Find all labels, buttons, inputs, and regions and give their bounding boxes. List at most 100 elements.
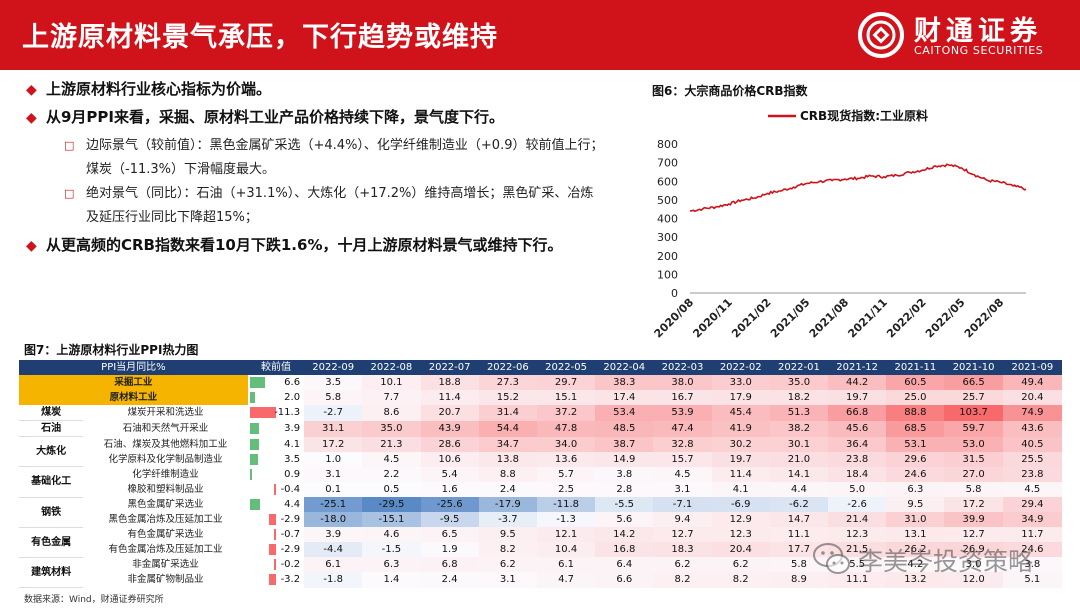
heatmap-cell: 1.4 (362, 572, 421, 588)
heatmap-cell: 45.6 (828, 420, 887, 437)
heatmap-cell: 11.1 (769, 527, 829, 543)
heatmap-cell: 30.1 (769, 436, 829, 452)
heatmap-cell: 6.5 (420, 527, 479, 543)
watermark: 李美岑投资策略 (812, 540, 1070, 580)
heatmap-cell: 10.6 (420, 451, 479, 467)
heatmap-cell: 15.1 (536, 390, 596, 406)
heatmap-cell: 10.1 (362, 375, 421, 391)
heatmap-cell: 4.4 (769, 481, 829, 497)
heatmap-cell: 35.0 (769, 375, 829, 391)
heatmap-cell: 4.5 (362, 451, 421, 467)
ppi-heatmap-table: PPI当月同比% 較前值 2022-09 2022-08 2022-07 2022-0… (19, 360, 1062, 589)
heatmap-cell: 29.6 (886, 451, 945, 467)
bullet-crb: ◆ 从更高频的CRB指数来看10月下跌1.6%，十月上游原材料景气或维持下行。 (24, 234, 634, 256)
heatmap-row: 煤炭 煤炭开采和洗选业 -11.3 -2.7 8.6 20.7 31.4 37.2 53.4 53… (19, 405, 1062, 422)
heatmap-cell: -7.1 (653, 497, 712, 513)
header-month: 2022-04 (595, 360, 654, 375)
heatmap-cell: 21.4 (828, 512, 887, 528)
heatmap-row: 石油 石油和天然气开采业 3.9 31.1 35.0 43.9 54.4 47.8 48.5 47… (19, 420, 1062, 438)
heatmap-cell: 29.4 (1002, 497, 1062, 513)
header-month: 2022-02 (711, 360, 770, 375)
heatmap-cell: 32.8 (653, 436, 712, 452)
heatmap-cell: 2.4 (420, 572, 479, 588)
heatmap-row: 橡胶和塑料制品业 -0.4 0.1 0.5 1.6 2.4 2.5 2.8 3.1 4.1 4.4 5… (19, 481, 1062, 497)
heatmap-cell: -25.1 (304, 497, 363, 513)
heatmap-cell: 6.2 (653, 557, 712, 573)
sub-bullet-marginal: □ 边际景气（较前值）：黑色金属矿采选（+4.4%）、化学纤维制造业（+0.9）… (24, 134, 634, 182)
latest-change-bar (249, 468, 252, 480)
y-tick-label: 600 (657, 175, 678, 188)
heatmap-cell: 5.7 (536, 466, 596, 482)
heatmap-row: 黑色金属冶炼及压延加工业 -2.9 -18.0 -15.1 -9.5 -3.7 -1.3 5.… (19, 512, 1062, 528)
heatmap-cell: 31.1 (304, 420, 363, 437)
heatmap-cell: 43.9 (420, 420, 479, 437)
heatmap-cell: 4.7 (536, 572, 596, 588)
page-title: 上游原材料景气承压，下行趋势或维持 (22, 22, 498, 53)
latest-change-value: 3.9 (284, 423, 301, 435)
latest-change-bar (249, 392, 255, 404)
header-month: 2022-06 (478, 360, 537, 375)
heatmap-latest-change: 3.5 (247, 451, 305, 467)
heatmap-cell: 54.4 (478, 420, 537, 437)
heatmap-cell: 12.7 (944, 527, 1003, 543)
heatmap-latest-change: -2.9 (247, 542, 305, 558)
latest-change-value: -3.2 (280, 574, 301, 586)
heatmap-row: 钢铁 黑色金属矿采选业 4.4 -25.1 -29.5 -25.6 -17.9 -11.8 -5… (19, 497, 1062, 528)
heatmap-cell: 74.9 (1002, 405, 1062, 421)
heatmap-cell: 4.5 (1002, 481, 1062, 497)
heatmap-cell: -15.1 (362, 512, 421, 528)
heatmap-industry: 石油、煤炭及其他燃料加工业 (83, 436, 248, 452)
heatmap-cell: 21.0 (769, 451, 829, 467)
heatmap-cell: 6.1 (304, 557, 363, 573)
heatmap-latest-change: -2.9 (247, 512, 305, 528)
heatmap-cell: 20.4 (711, 542, 770, 558)
heatmap-cell: 88.8 (886, 405, 945, 421)
heatmap-row: 有色金属 有色金属矿采选业 -0.7 3.9 4.6 6.5 9.5 12.1 14.2 12.7… (19, 527, 1062, 558)
y-tick-label: 300 (657, 231, 678, 244)
heatmap-cell: -25.6 (420, 497, 479, 513)
latest-change-bar (273, 559, 276, 571)
latest-change-value: 0.9 (284, 468, 301, 480)
heatmap-cell: -6.9 (711, 497, 770, 513)
square-bullet-icon: □ (64, 139, 75, 152)
header-latest-change: 較前值 (247, 360, 305, 375)
heatmap-cell: -2.7 (304, 405, 363, 421)
heatmap-cell: 11.4 (420, 390, 479, 406)
heatmap-cell: -1.8 (304, 572, 363, 588)
heatmap-latest-change: -0.7 (247, 527, 305, 543)
heatmap-cell: 53.1 (886, 436, 945, 452)
heatmap-cell: 34.7 (478, 436, 537, 452)
heatmap-cell: -9.5 (420, 512, 479, 528)
latest-change-value: -0.4 (280, 483, 301, 495)
heatmap-latest-change: 4.1 (247, 436, 305, 452)
x-tick-label: 2022/08 (962, 296, 1007, 340)
watermark-text: 李美岑投资策略 (858, 547, 1034, 576)
heatmap-cell: 2.5 (536, 481, 596, 497)
heatmap-cell: 23.8 (828, 451, 887, 467)
heatmap-cell: 5.6 (595, 512, 654, 528)
heatmap-cell: 29.7 (536, 375, 596, 391)
heatmap-cell: 6.2 (478, 557, 537, 573)
heatmap-cell: 14.7 (769, 512, 829, 528)
heatmap-cell: 5.0 (828, 481, 887, 497)
heatmap-cell: 24.6 (1002, 542, 1062, 558)
latest-change-bar (249, 422, 259, 434)
heatmap-cell: 3.5 (304, 375, 363, 391)
latest-change-bar (249, 438, 259, 450)
heatmap-cell: 40.5 (1002, 436, 1062, 452)
heatmap-industry: 非金属矿采选业 (83, 557, 248, 573)
heatmap-cell: -17.9 (478, 497, 537, 513)
heatmap-cell: 17.2 (304, 436, 363, 452)
heatmap-cell: 6.8 (420, 557, 479, 573)
heatmap-cell: 6.1 (536, 557, 596, 573)
x-tick-label: 2021/05 (768, 296, 813, 340)
latest-change-value: -11.3 (274, 407, 301, 419)
header-month: 2022-08 (362, 360, 421, 375)
heatmap-cell: 38.2 (769, 420, 829, 437)
heatmap-cell: 6.3 (886, 481, 945, 497)
heatmap-industry: 黑色金属矿采选业 (83, 497, 248, 513)
bullet-ppi: ◆ 从9月PPI来看，采掘、原材料工业产品价格持续下降，景气度下行。 (24, 106, 634, 128)
diamond-bullet-icon: ◆ (26, 110, 37, 126)
heatmap-cell: 39.9 (944, 512, 1003, 528)
heatmap-industry: 有色金属冶炼及压延加工业 (83, 542, 248, 558)
